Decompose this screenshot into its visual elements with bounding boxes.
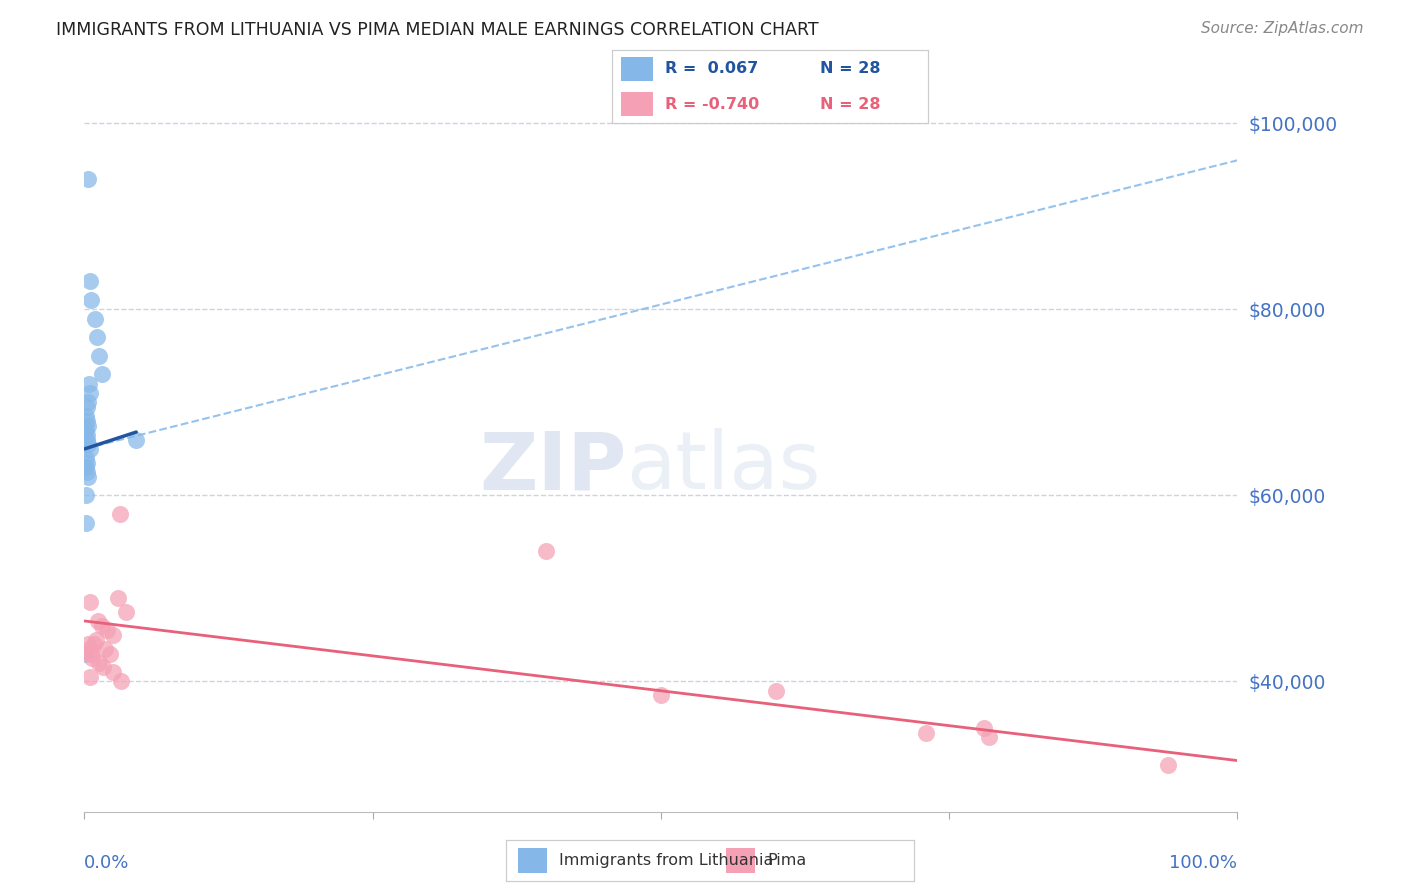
Point [115, 605, 138, 619]
Text: Immigrants from Lithuania: Immigrants from Lithuania [560, 854, 773, 868]
Point [76, 172, 98, 186]
Point [75, 516, 97, 531]
Point [76, 456, 98, 470]
Point [103, 628, 124, 642]
Point [86, 330, 108, 344]
Point [76, 428, 98, 442]
Point [650, 689, 672, 703]
Point [110, 674, 132, 689]
Point [80, 293, 103, 307]
Point [979, 731, 1001, 745]
Text: 0.0%: 0.0% [84, 854, 129, 871]
Text: IMMIGRANTS FROM LITHUANIA VS PIMA MEDIAN MALE EARNINGS CORRELATION CHART: IMMIGRANTS FROM LITHUANIA VS PIMA MEDIAN… [56, 21, 818, 38]
Point [75, 451, 97, 466]
Point [83, 311, 105, 326]
Point [77, 641, 100, 656]
Point [89, 349, 111, 363]
Point [76, 414, 98, 428]
Point [89, 656, 111, 670]
Text: Pima: Pima [768, 854, 807, 868]
Point [76, 395, 98, 409]
Point [76, 469, 98, 483]
Bar [621, 57, 652, 80]
Point [103, 665, 124, 680]
Point [94, 641, 117, 656]
Point [90, 618, 112, 632]
Point [79, 595, 101, 609]
Point [73, 647, 96, 661]
Point [75, 460, 97, 475]
Point [77, 376, 100, 391]
Point [96, 624, 118, 638]
Point [87, 614, 110, 628]
Point [75, 488, 97, 502]
Point [79, 670, 101, 684]
Point [83, 637, 105, 651]
Point [534, 544, 557, 558]
Bar [621, 93, 652, 116]
Point [107, 591, 129, 605]
Bar [519, 848, 547, 873]
Point [80, 647, 103, 661]
Point [915, 725, 938, 739]
Point [75, 423, 97, 437]
Point [1157, 758, 1180, 772]
Point [82, 651, 104, 665]
Point [77, 418, 100, 433]
Point [79, 274, 101, 288]
Text: 100.0%: 100.0% [1170, 854, 1237, 871]
Text: N = 28: N = 28 [821, 62, 882, 77]
Text: N = 28: N = 28 [821, 96, 882, 112]
Point [108, 507, 131, 521]
Point [76, 400, 98, 414]
Point [76, 433, 98, 447]
Text: Source: ZipAtlas.com: Source: ZipAtlas.com [1201, 21, 1364, 36]
Point [79, 442, 101, 456]
Point [84, 632, 107, 647]
Point [91, 660, 114, 674]
Bar [727, 848, 755, 873]
Point [125, 433, 148, 447]
Point [76, 465, 98, 479]
Point [79, 386, 101, 401]
Point [765, 683, 787, 698]
Text: ZIP: ZIP [479, 428, 626, 507]
Text: R =  0.067: R = 0.067 [665, 62, 759, 77]
Text: R = -0.740: R = -0.740 [665, 96, 759, 112]
Point [77, 437, 100, 451]
Point [90, 368, 112, 382]
Point [75, 409, 97, 424]
Point [98, 647, 121, 661]
Point [973, 721, 995, 735]
Point [76, 637, 98, 651]
Text: atlas: atlas [626, 428, 821, 507]
